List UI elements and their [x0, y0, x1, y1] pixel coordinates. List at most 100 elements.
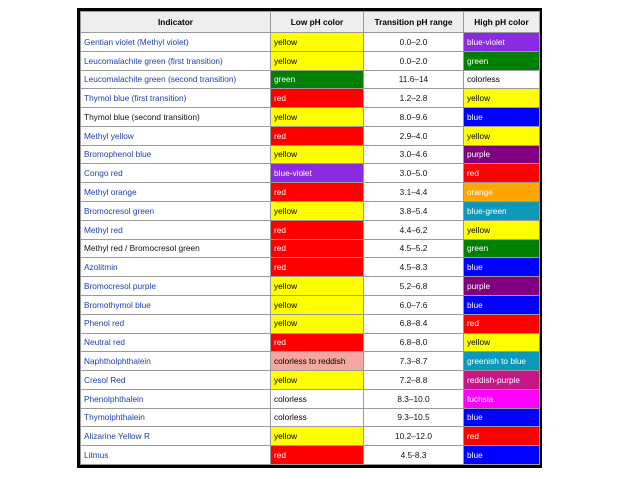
low-ph-color-cell: red — [270, 125, 364, 146]
transition-range-cell: 6.8–8.0 — [363, 332, 464, 353]
indicator-name-link[interactable]: Bromothymol blue — [80, 294, 271, 315]
high-ph-color-cell: blue — [463, 257, 540, 278]
high-ph-color-cell: blue — [463, 407, 540, 428]
low-ph-color-cell: yellow — [270, 313, 364, 334]
table-row: Thymolphthalein colorless 9.3–10.5 blue — [80, 407, 540, 428]
indicator-table-frame: Indicator Low pH color Transition pH ran… — [77, 8, 542, 468]
high-ph-color-cell: orange — [463, 182, 540, 203]
high-ph-color-cell: yellow — [463, 125, 540, 146]
low-ph-color-cell: colorless — [270, 388, 364, 409]
transition-range-cell: 4.4–6.2 — [363, 219, 464, 240]
indicator-name-link[interactable]: Alizarine Yellow R — [80, 426, 271, 447]
table-row: Methyl orange red 3.1–4.4 orange — [80, 182, 540, 203]
indicator-name-link[interactable]: Congo red — [80, 163, 271, 184]
low-ph-color-cell: red — [270, 445, 364, 465]
high-ph-color-cell: reddish-purple — [463, 370, 540, 390]
indicator-name-link[interactable]: Bromocresol green — [80, 201, 271, 221]
indicator-name: Methyl red / Bromocresol green — [80, 238, 271, 259]
transition-range-cell: 5.2–6.8 — [363, 276, 464, 296]
low-ph-color-cell: red — [270, 219, 364, 240]
indicator-name-link[interactable]: Phenolphthalein — [80, 388, 271, 409]
transition-range-cell: 3.8–5.4 — [363, 201, 464, 221]
high-ph-color-cell: red — [463, 426, 540, 447]
high-ph-color-cell: red — [463, 163, 540, 184]
indicator-name-link[interactable]: Methyl yellow — [80, 125, 271, 146]
indicator-name-link[interactable]: Thymol blue (first transition) — [80, 88, 271, 109]
table-row: Leucomalachite green (second transition)… — [80, 69, 540, 90]
transition-range-cell: 4.5–5.2 — [363, 238, 464, 259]
low-ph-color-cell: colorless to reddish — [270, 351, 364, 372]
indicator-name-link[interactable]: Neutral red — [80, 332, 271, 353]
high-ph-color-cell: blue — [463, 107, 540, 127]
transition-range-cell: 11.6–14 — [363, 69, 464, 90]
header-transition-range: Transition pH range — [363, 11, 464, 33]
indicator-name-link[interactable]: Phenol red — [80, 313, 271, 334]
indicator-name-link[interactable]: Bromophenol blue — [80, 144, 271, 165]
indicator-name-link[interactable]: Gentian violet (Methyl violet) — [80, 32, 271, 52]
high-ph-color-cell: yellow — [463, 332, 540, 353]
indicator-name-link[interactable]: Methyl red — [80, 219, 271, 240]
low-ph-color-cell: red — [270, 238, 364, 259]
high-ph-color-cell: yellow — [463, 88, 540, 109]
transition-range-cell: 4.5–8.3 — [363, 257, 464, 278]
low-ph-color-cell: yellow — [270, 201, 364, 221]
table-row: Phenolphthalein colorless 8.3–10.0 fuchsia — [80, 388, 540, 409]
low-ph-color-cell: yellow — [270, 426, 364, 447]
indicator-name: Thymol blue (second transition) — [80, 107, 271, 127]
transition-range-cell: 2.9–4.0 — [363, 125, 464, 146]
high-ph-color-cell: purple — [463, 144, 540, 165]
high-ph-color-cell: blue — [463, 445, 540, 465]
indicator-name-link[interactable]: Litmus — [80, 445, 271, 465]
table-row: Neutral red red 6.8–8.0 yellow — [80, 332, 540, 353]
low-ph-color-cell: yellow — [270, 50, 364, 71]
transition-range-cell: 9.3–10.5 — [363, 407, 464, 428]
indicator-name-link[interactable]: Azolitmin — [80, 257, 271, 278]
table-header-row: Indicator Low pH color Transition pH ran… — [80, 11, 540, 33]
indicator-name-link[interactable]: Leucomalachite green (first transition) — [80, 50, 271, 71]
high-ph-color-cell: red — [463, 313, 540, 334]
low-ph-color-cell: red — [270, 257, 364, 278]
indicator-name-link[interactable]: Bromocresol purple — [80, 276, 271, 296]
transition-range-cell: 3.0–5.0 — [363, 163, 464, 184]
transition-range-cell: 10.2–12.0 — [363, 426, 464, 447]
low-ph-color-cell: red — [270, 88, 364, 109]
low-ph-color-cell: green — [270, 69, 364, 90]
indicator-name-link[interactable]: Leucomalachite green (second transition) — [80, 69, 271, 90]
low-ph-color-cell: yellow — [270, 32, 364, 52]
table-row: Leucomalachite green (first transition) y… — [80, 50, 540, 71]
table-row: Methyl red red 4.4–6.2 yellow — [80, 219, 540, 240]
indicator-name-link[interactable]: Thymolphthalein — [80, 407, 271, 428]
transition-range-cell: 0.0–2.0 — [363, 32, 464, 52]
table-row: Azolitmin red 4.5–8.3 blue — [80, 257, 540, 278]
high-ph-color-cell: green — [463, 238, 540, 259]
indicator-name-link[interactable]: Cresol Red — [80, 370, 271, 390]
indicator-name-link[interactable]: Methyl orange — [80, 182, 271, 203]
low-ph-color-cell: yellow — [270, 144, 364, 165]
transition-range-cell: 8.3–10.0 — [363, 388, 464, 409]
transition-range-cell: 6.8–8.4 — [363, 313, 464, 334]
high-ph-color-cell: purple — [463, 276, 540, 296]
table-row: Phenol red yellow 6.8–8.4 red — [80, 313, 540, 334]
low-ph-color-cell: yellow — [270, 276, 364, 296]
high-ph-color-cell: fuchsia — [463, 388, 540, 409]
table-row: Bromothymol blue yellow 6.0–7.6 blue — [80, 294, 540, 315]
low-ph-color-cell: red — [270, 182, 364, 203]
transition-range-cell: 8.0–9.6 — [363, 107, 464, 127]
low-ph-color-cell: yellow — [270, 107, 364, 127]
high-ph-color-cell: blue-violet — [463, 32, 540, 52]
high-ph-color-cell: colorless — [463, 69, 540, 90]
table-row: Methyl red / Bromocresol green red 4.5–5.2… — [80, 238, 540, 259]
table-row: Naphtholphthalein colorless to reddish 7.3… — [80, 351, 540, 372]
table-row: Thymol blue (second transition) yellow 8.0… — [80, 107, 540, 127]
indicator-name-link[interactable]: Naphtholphthalein — [80, 351, 271, 372]
header-high-ph-color: High pH color — [463, 11, 540, 33]
table-row: Methyl yellow red 2.9–4.0 yellow — [80, 125, 540, 146]
table-row: Thymol blue (first transition) red 1.2–2.8… — [80, 88, 540, 109]
transition-range-cell: 4.5-8.3 — [363, 445, 464, 465]
transition-range-cell: 0.0–2.0 — [363, 50, 464, 71]
table-body: Gentian violet (Methyl violet) yellow 0.0–… — [80, 32, 540, 465]
table-row: Congo red blue-violet 3.0–5.0 red — [80, 163, 540, 184]
transition-range-cell: 3.0–4.6 — [363, 144, 464, 165]
table-row: Litmus red 4.5-8.3 blue — [80, 445, 540, 465]
